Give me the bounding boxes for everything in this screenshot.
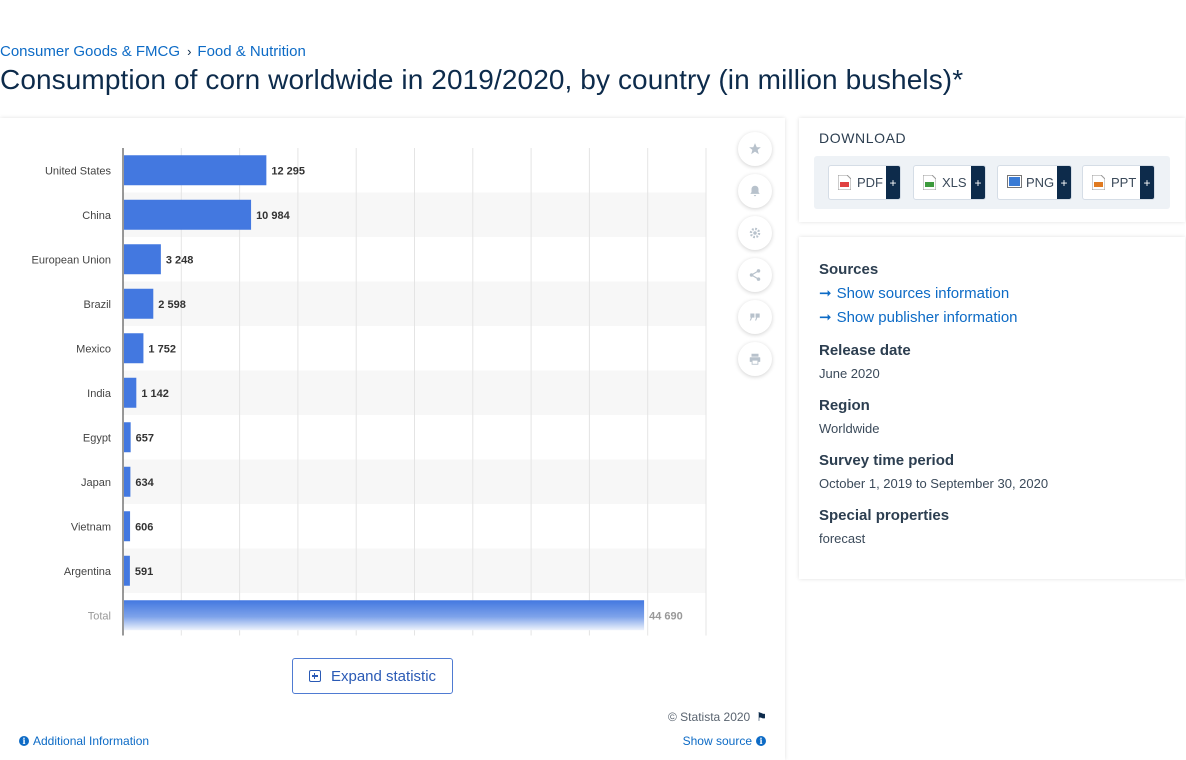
- data-label: 44 690: [649, 610, 683, 622]
- png-plus-icon: +: [1057, 166, 1071, 199]
- bar-egypt: [124, 422, 131, 453]
- download-title: DOWNLOAD: [819, 130, 907, 146]
- breadcrumb: Consumer Goods & FMCG › Food & Nutrition: [0, 43, 306, 60]
- plus-square-icon: [308, 670, 321, 682]
- category-label: United States: [45, 165, 112, 177]
- data-label: 634: [135, 477, 154, 489]
- bar-united-states: [124, 155, 267, 186]
- category-label: Japan: [81, 477, 111, 489]
- data-label: 10 984: [256, 210, 291, 222]
- gear-icon[interactable]: [738, 216, 772, 250]
- region-value: Worldwide: [819, 421, 880, 436]
- release-date-value: June 2020: [819, 366, 880, 381]
- page-title: Consumption of corn worldwide in 2019/20…: [0, 64, 964, 95]
- special-properties-value: forecast: [819, 531, 866, 546]
- data-label: 3 248: [166, 254, 194, 266]
- show-source-link[interactable]: Show source i: [683, 734, 766, 748]
- expand-statistic-label: Expand statistic: [330, 667, 437, 685]
- additional-information-label: Additional Information: [33, 734, 150, 748]
- arrow-right-icon: ➞: [819, 309, 832, 326]
- additional-information-link[interactable]: i Additional Information: [19, 734, 149, 748]
- data-label: 12 295: [271, 165, 305, 177]
- category-label: Vietnam: [71, 521, 111, 533]
- ppt-file-icon: [1091, 174, 1106, 191]
- release-date-heading: Release date: [819, 342, 911, 359]
- data-label: 2 598: [158, 299, 186, 311]
- pdf-label: PDF: [857, 175, 883, 190]
- ppt-label: PPT: [1111, 175, 1137, 190]
- print-icon[interactable]: [738, 342, 772, 376]
- info-icon: i: [19, 736, 29, 746]
- copyright: © Statista 2020 ⚑: [668, 710, 767, 724]
- show-publisher-link[interactable]: ➞ Show publisher information: [819, 308, 1018, 327]
- category-label: Mexico: [76, 343, 111, 355]
- download-card: DOWNLOAD PDF + XLS + PNG + P: [799, 118, 1185, 222]
- show-sources-label: Show sources information: [836, 284, 1010, 302]
- category-label: India: [87, 388, 112, 400]
- bar-total: [124, 600, 645, 631]
- chart-card: United States 12 295 China 10 984 European U…: [0, 118, 785, 760]
- star-icon[interactable]: [738, 132, 772, 166]
- show-source-label: Show source: [682, 734, 752, 748]
- png-file-icon: [1007, 175, 1022, 190]
- bar-european-union: [124, 244, 161, 275]
- breadcrumb-consumer-goods[interactable]: Consumer Goods & FMCG: [0, 43, 181, 60]
- data-label: 1 752: [148, 343, 176, 355]
- bar-india: [124, 377, 137, 408]
- share-icon[interactable]: [738, 258, 772, 292]
- region-heading: Region: [819, 397, 870, 414]
- chart-toolbar: [738, 132, 772, 384]
- category-label: Total: [88, 610, 111, 622]
- info-icon: i: [756, 736, 766, 746]
- show-publisher-label: Show publisher information: [836, 308, 1018, 326]
- download-buttons-row: PDF + XLS + PNG + PPT +: [814, 156, 1170, 209]
- bar-chart: United States 12 295 China 10 984 European U…: [31, 148, 707, 636]
- sources-heading: Sources: [819, 261, 879, 278]
- special-properties-heading: Special properties: [819, 507, 950, 524]
- download-png-button[interactable]: PNG +: [997, 165, 1072, 200]
- survey-period-value: October 1, 2019 to September 30, 2020: [819, 476, 1049, 491]
- bar-mexico: [124, 333, 144, 364]
- breadcrumb-food-nutrition[interactable]: Food & Nutrition: [197, 43, 306, 60]
- download-xls-button[interactable]: XLS +: [913, 165, 986, 200]
- ppt-plus-icon: +: [1140, 166, 1154, 199]
- pdf-plus-icon: +: [886, 166, 900, 199]
- survey-period-heading: Survey time period: [819, 452, 955, 469]
- download-pdf-button[interactable]: PDF +: [828, 165, 901, 200]
- arrow-right-icon: ➞: [819, 285, 832, 302]
- png-label: PNG: [1026, 175, 1055, 190]
- data-label: 1 142: [141, 388, 169, 400]
- category-label: Brazil: [83, 299, 111, 311]
- expand-statistic-button[interactable]: Expand statistic: [292, 658, 453, 694]
- copyright-text: © Statista 2020: [668, 710, 751, 724]
- bar-vietnam: [124, 511, 131, 542]
- download-ppt-button[interactable]: PPT +: [1082, 165, 1155, 200]
- flag-icon[interactable]: ⚑: [756, 710, 767, 724]
- bar-japan: [124, 466, 131, 497]
- bar-china: [124, 199, 252, 230]
- category-label: Argentina: [64, 566, 112, 578]
- data-label: 591: [135, 566, 153, 578]
- data-label: 657: [136, 432, 154, 444]
- xls-plus-icon: +: [971, 166, 985, 199]
- category-label: European Union: [31, 254, 111, 266]
- sources-card: Sources ➞ Show sources information ➞ Sho…: [799, 237, 1185, 579]
- bell-icon[interactable]: [738, 174, 772, 208]
- xls-label: XLS: [942, 175, 967, 190]
- category-label: Egypt: [83, 432, 111, 444]
- xls-file-icon: [922, 174, 937, 191]
- category-label: China: [82, 210, 112, 222]
- bar-brazil: [124, 288, 154, 319]
- pdf-file-icon: [837, 174, 852, 191]
- bar-argentina: [124, 555, 130, 586]
- data-label: 606: [135, 521, 153, 533]
- breadcrumb-separator: ›: [187, 44, 192, 59]
- quote-icon[interactable]: [738, 300, 772, 334]
- show-sources-link[interactable]: ➞ Show sources information: [819, 284, 1010, 303]
